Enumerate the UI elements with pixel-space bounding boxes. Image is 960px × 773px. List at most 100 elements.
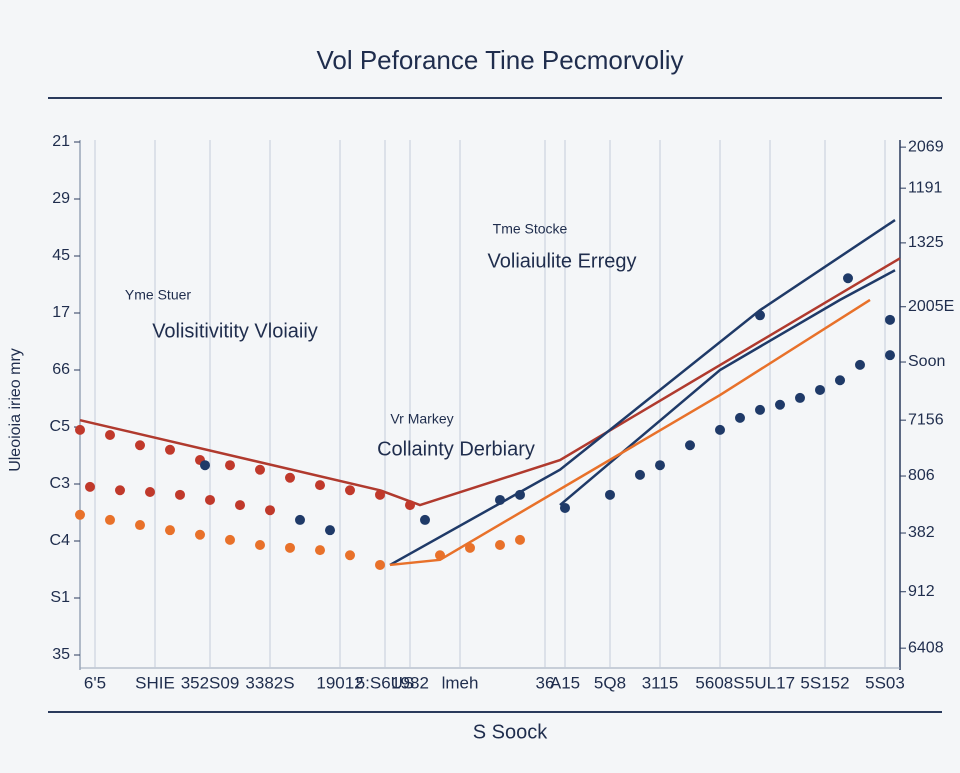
x-tick-label: 5608S	[695, 673, 744, 692]
dot	[85, 481, 95, 492]
dot	[315, 545, 325, 556]
dot	[345, 550, 355, 561]
dot	[255, 464, 265, 475]
y2-tick-label: 2005E	[908, 298, 954, 315]
line	[79, 257, 901, 507]
dot	[75, 509, 85, 520]
x-tick-label: A15	[550, 673, 580, 692]
dot	[715, 424, 725, 435]
dot	[885, 314, 895, 325]
dot	[225, 534, 235, 545]
y-tick-label: 45	[52, 247, 70, 264]
y-tick-label: 29	[52, 190, 70, 207]
x-tick-label: 36	[536, 673, 555, 692]
x-tick-label: 5:S6US	[356, 673, 415, 692]
x-tick-label: 5UL17	[745, 673, 795, 692]
y-axis-label: Uleoioia irieo mry	[7, 348, 24, 472]
y2-tick-label: 1325	[908, 234, 944, 251]
y2-tick-label: Soon	[908, 353, 945, 370]
dot	[420, 514, 430, 525]
dot	[255, 539, 265, 550]
annotation: Tme Stocke	[493, 221, 568, 237]
dot	[205, 494, 215, 505]
y-tick-label: S1	[50, 589, 70, 606]
dot	[285, 542, 295, 553]
x-tick-label: 3115	[642, 673, 679, 692]
dot	[655, 460, 665, 471]
chart-title: Vol Peforance Tine Pecmorvoliy	[316, 45, 683, 75]
y-tick-label: 35	[52, 646, 70, 663]
dot	[885, 350, 895, 361]
y-tick-label: 17	[52, 304, 70, 321]
dot	[515, 489, 525, 500]
x-tick-label: 5S152	[800, 673, 849, 692]
dot	[105, 429, 115, 440]
dot	[105, 514, 115, 525]
dot	[175, 489, 185, 500]
dot	[815, 384, 825, 395]
dot	[775, 399, 785, 410]
dot	[635, 469, 645, 480]
dot	[345, 485, 355, 496]
annotation: Voliaiulite Erregy	[488, 250, 637, 272]
y-tick-label: 66	[52, 361, 70, 378]
dot	[495, 539, 505, 550]
dot	[855, 359, 865, 370]
dot	[435, 550, 445, 561]
dot	[465, 542, 475, 553]
x-axis-label: S Soock	[473, 721, 548, 743]
dot	[135, 440, 145, 451]
y2-tick-label: 912	[908, 583, 935, 600]
x-tick-label: 6'5	[84, 673, 106, 692]
dot	[685, 440, 695, 451]
dot	[755, 310, 765, 321]
dot	[375, 489, 385, 500]
line	[559, 269, 896, 507]
dot	[835, 375, 845, 386]
x-tick-label: lmeh	[442, 673, 479, 692]
dot	[165, 525, 175, 536]
dot	[165, 444, 175, 455]
dot	[295, 514, 305, 525]
dot	[225, 460, 235, 471]
dot	[145, 486, 155, 497]
dot	[315, 480, 325, 491]
dot	[515, 534, 525, 545]
y2-tick-label: 806	[908, 467, 935, 484]
dot	[115, 485, 125, 496]
dot	[75, 424, 85, 435]
annotation: Collainty Derbiary	[377, 438, 535, 460]
y-tick-label: C5	[50, 418, 71, 435]
dot	[200, 460, 210, 471]
dot	[560, 502, 570, 513]
x-tick-label: 3382S	[245, 673, 294, 692]
y2-tick-label: 382	[908, 524, 935, 541]
x-tick-label: 5S03	[865, 673, 905, 692]
annotation: Volisitivitity Vloiaiiy	[152, 320, 318, 342]
y2-tick-label: 1191	[908, 179, 943, 196]
x-tick-label: 5Q8	[594, 673, 626, 692]
dot	[405, 500, 415, 511]
annotation: Yme Stuer	[125, 287, 191, 303]
dot	[843, 273, 853, 284]
x-tick-label: 352S09	[181, 673, 240, 692]
x-tick-label: 1982	[391, 673, 429, 692]
y-tick-label: 21	[52, 133, 70, 150]
line	[389, 219, 896, 567]
dot	[735, 412, 745, 423]
line	[389, 298, 871, 567]
y-tick-label: C3	[50, 475, 71, 492]
dot	[195, 529, 205, 540]
dot	[325, 525, 335, 536]
dot	[795, 392, 805, 403]
dot	[265, 505, 275, 516]
dot	[605, 489, 615, 500]
x-tick-label: 19012	[316, 673, 363, 692]
dot	[235, 500, 245, 511]
x-tick-label: SHIE	[135, 673, 175, 692]
dot	[755, 404, 765, 415]
dot	[135, 520, 145, 531]
y2-tick-label: 7156	[908, 411, 944, 428]
y2-tick-label: 2069	[908, 138, 944, 155]
